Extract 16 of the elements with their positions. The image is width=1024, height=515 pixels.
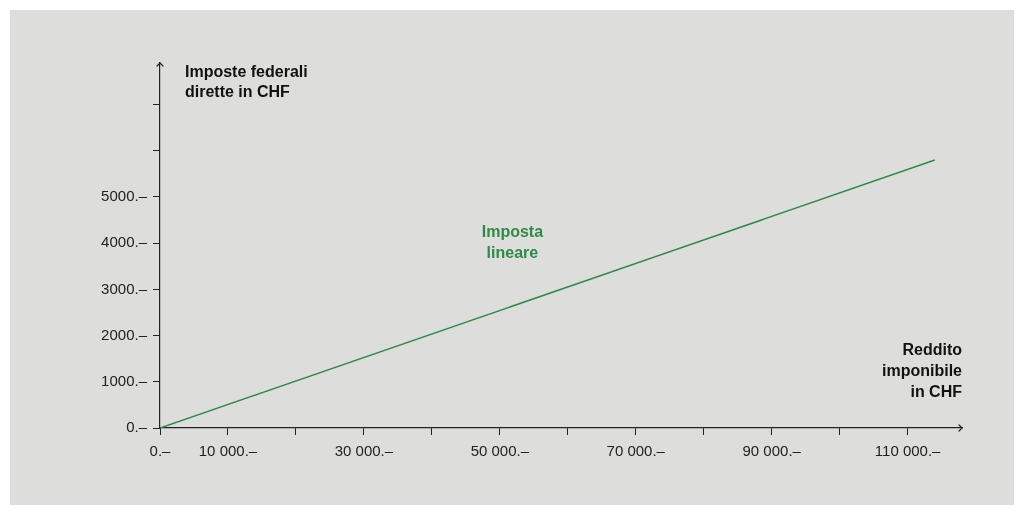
- text: Imposta lineare: [481, 223, 544, 262]
- y-tick-label: 0.–: [126, 418, 148, 436]
- x-tick-label: 30 000.–: [334, 442, 394, 460]
- x-tick-label: 10 000.–: [198, 442, 258, 460]
- x-tick-label: 70 000.–: [606, 442, 666, 460]
- x-tick-label: 110 000.–: [874, 442, 942, 460]
- y-tick-label: 2000.–: [101, 325, 148, 343]
- x-tick-label: 90 000.–: [742, 442, 802, 460]
- y-axis-title: Imposte federali dirette in CHF: [185, 63, 308, 101]
- x-tick-label: 50 000.–: [470, 442, 530, 460]
- x-axis-title: Reddito imponibile in CHF: [882, 341, 963, 401]
- x-tick-label: 0.–: [149, 442, 172, 460]
- y-tick-label: 4000.–: [101, 233, 148, 251]
- y-tick-label: 3000.–: [101, 279, 148, 297]
- y-tick-label: 1000.–: [101, 371, 148, 389]
- y-tick-label: 5000.–: [101, 187, 148, 205]
